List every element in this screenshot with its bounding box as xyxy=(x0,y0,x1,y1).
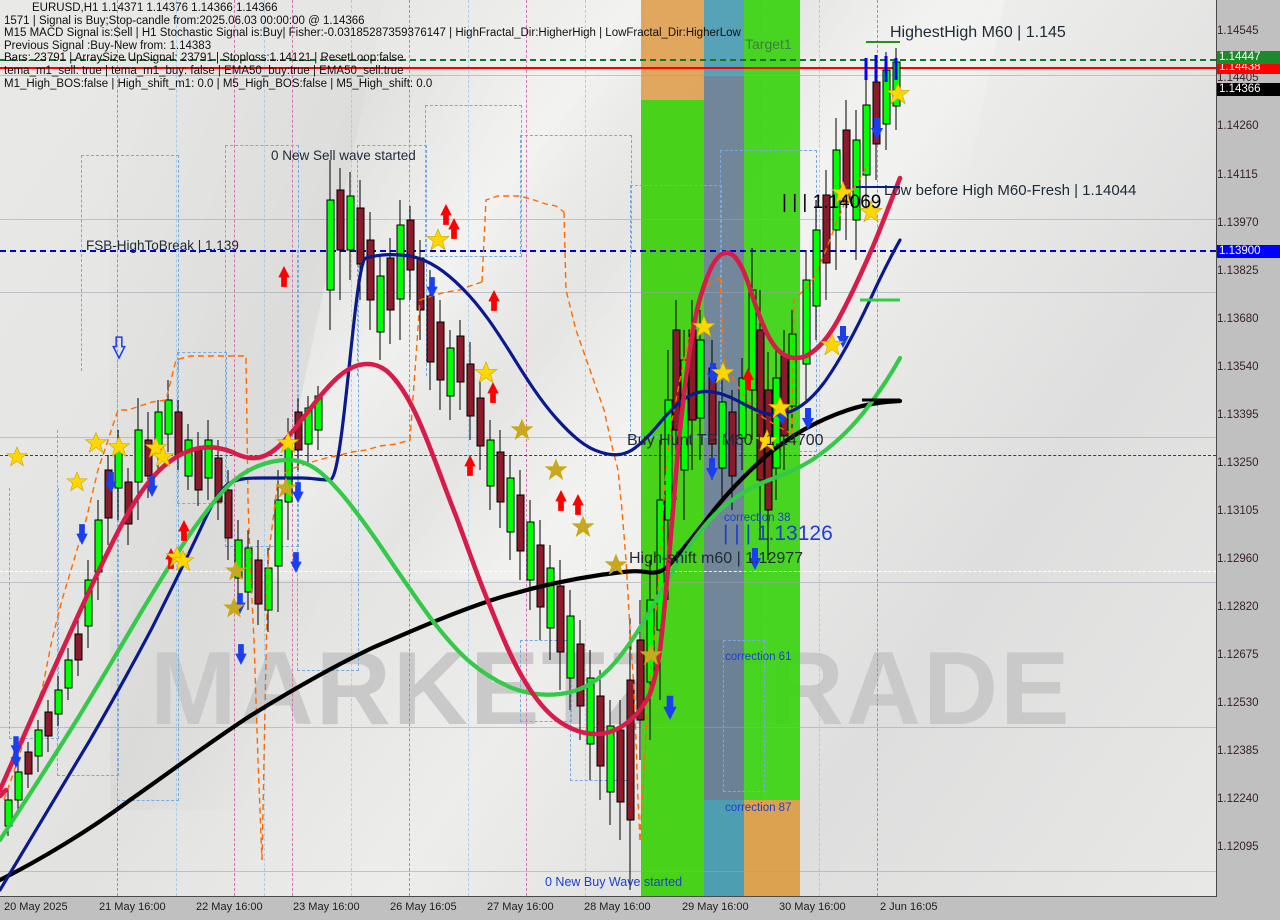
vgrid-cyan-4 xyxy=(468,0,469,896)
price-tick-4: 1.13970 xyxy=(1217,217,1259,229)
label-correction-87: correction 87 xyxy=(725,802,792,814)
price-tick-8: 1.13395 xyxy=(1217,409,1259,421)
header-line-0: EURUSD,H1 1.14371 1.14376 1.14366 1.1436… xyxy=(32,2,278,14)
vgrid-30may xyxy=(877,0,878,896)
header-line-2: M15 MACD Signal is:Sell | H1 Stochastic … xyxy=(4,27,741,40)
price-tick-13: 1.12675 xyxy=(1217,649,1259,661)
channel-box-2 xyxy=(57,430,119,776)
price-tick-10: 1.13105 xyxy=(1217,505,1259,517)
label-fsb-high-to-break: FSB-HighToBreak | 1.139 xyxy=(86,238,239,253)
price-marker-ask: 1.14447 xyxy=(1217,51,1280,64)
candlestick-series xyxy=(4,48,901,890)
time-tick-8: 30 May 16:00 xyxy=(779,901,846,913)
star-markers xyxy=(6,82,910,666)
price-tick-12: 1.12820 xyxy=(1217,601,1259,613)
zone-teal-top xyxy=(704,0,744,75)
label-buy-hunt-tp: Buy Hunt TP M60 | 1.14700 xyxy=(627,432,824,449)
label-new-sell-wave: 0 New Sell wave started xyxy=(271,148,416,163)
price-marker-bid: 1.14366 xyxy=(1217,83,1280,96)
vgrid-cyan-2 xyxy=(264,0,265,896)
price-tick-0: 1.14545 xyxy=(1217,25,1259,37)
label-high-shift-m60: High-shift m60 | 1.12977 xyxy=(629,550,804,567)
blue-tick-bars xyxy=(864,55,898,82)
header-line-6: M1_High_BOS:false | High_shift_m1: 0.0 |… xyxy=(4,77,433,90)
vgrid-cyan-5 xyxy=(585,0,586,896)
header-line-3: Previous Signal :Buy-New from: 1.14383 xyxy=(4,39,212,52)
label-target1: Target1 xyxy=(745,36,792,52)
price-tick-7: 1.13540 xyxy=(1217,361,1259,373)
time-tick-4: 26 May 16:05 xyxy=(390,901,457,913)
price-tick-15: 1.12385 xyxy=(1217,745,1259,757)
hgrid-3 xyxy=(0,292,1216,293)
hgrid-2 xyxy=(0,219,1216,220)
channel-box-6 xyxy=(225,145,299,547)
time-tick-2: 22 May 16:00 xyxy=(196,901,263,913)
chart-info-header: EURUSD,H1 1.14371 1.14376 1.14366 1.1436… xyxy=(4,2,741,90)
price-tick-1: 1.14405 xyxy=(1217,72,1259,84)
ema200-line xyxy=(0,398,903,883)
price-tick-14: 1.12530 xyxy=(1217,697,1259,709)
channel-box-4 xyxy=(81,155,179,371)
label-low-before-high: Low before High M60-Fresh | 1.14044 xyxy=(884,182,1137,199)
time-tick-1: 21 May 16:00 xyxy=(99,901,166,913)
price-tick-2: 1.14260 xyxy=(1217,120,1259,132)
header-line-4: Bars: 23791 | ArraySize UpSignal: 23791 … xyxy=(4,52,404,65)
hgrid-7 xyxy=(0,871,1216,872)
header-line-5: tema_m1_sell: true | tema_m1_buy: false … xyxy=(4,64,404,77)
level-high-shift-m60 xyxy=(0,571,1216,572)
label-correction-38: correction 38 xyxy=(724,512,791,524)
hgrid-1 xyxy=(0,75,1216,76)
hgrid-4 xyxy=(0,437,1216,438)
vgrid-26may xyxy=(409,0,410,896)
channel-box-9 xyxy=(425,105,522,257)
level-target1 xyxy=(0,59,1216,61)
price-tick-17: 1.12095 xyxy=(1217,841,1259,853)
zone-teal-bottom xyxy=(704,800,744,896)
tema-red-line xyxy=(0,175,903,793)
price-scale[interactable]: 1.14545 1.14405 1.14260 1.14115 1.13970 … xyxy=(1217,0,1280,896)
price-tick-9: 1.13250 xyxy=(1217,457,1259,469)
price-tick-16: 1.12240 xyxy=(1217,793,1259,805)
zone-slate-correction61 xyxy=(704,640,744,800)
time-tick-0: 20 May 2025 xyxy=(4,901,68,913)
vgrid-cyan-3 xyxy=(351,0,352,896)
zone-orange-bottom xyxy=(744,800,800,896)
channel-box-10 xyxy=(520,135,632,254)
time-tick-7: 29 May 16:00 xyxy=(682,901,749,913)
price-tick-11: 1.12960 xyxy=(1217,553,1259,565)
chart-plot-area[interactable]: MARKETZ TRADE xyxy=(0,0,1217,897)
label-highest-high: HighestHigh M60 | 1.145 xyxy=(890,24,1066,41)
ema-green-line xyxy=(0,355,903,843)
time-tick-5: 27 May 16:00 xyxy=(487,901,554,913)
price-marker-level: 1.13900 xyxy=(1217,245,1280,258)
header-line-1: 1571 | Signal is Buy;Stop-candle from:20… xyxy=(4,14,365,27)
channel-box-15 xyxy=(723,640,765,792)
label-new-buy-wave: 0 New Buy Wave started xyxy=(545,875,683,889)
level-stopline xyxy=(0,67,1216,69)
time-tick-3: 23 May 16:00 xyxy=(293,901,360,913)
ema-blue-line xyxy=(0,238,902,892)
level-fsb-hightobreak xyxy=(0,250,1216,252)
label-price-14069: | | | 1.14069 xyxy=(782,192,882,213)
vgrid-cyan-7 xyxy=(819,0,820,896)
vgrid-27may xyxy=(526,0,527,896)
chart-drawing-layer xyxy=(0,41,910,892)
time-tick-6: 28 May 16:00 xyxy=(584,901,651,913)
hgrid-5 xyxy=(0,582,1216,583)
price-tick-6: 1.13680 xyxy=(1217,313,1259,325)
time-scale[interactable]: 20 May 2025 21 May 16:00 22 May 16:00 23… xyxy=(0,897,1280,920)
price-tick-3: 1.14115 xyxy=(1217,169,1258,181)
label-correction-61: correction 61 xyxy=(725,651,792,663)
channel-box-11 xyxy=(520,640,572,722)
price-tick-5: 1.13825 xyxy=(1217,265,1259,277)
price-marker-stopline: 1.14438 xyxy=(1217,61,1280,74)
tema-red-line-left xyxy=(0,787,9,799)
channel-box-3 xyxy=(117,360,179,801)
vgrid-22may xyxy=(234,0,235,896)
label-price-13126: | | | 1.13126 xyxy=(723,522,833,545)
time-tick-9: 2 Jun 16:05 xyxy=(880,901,938,913)
